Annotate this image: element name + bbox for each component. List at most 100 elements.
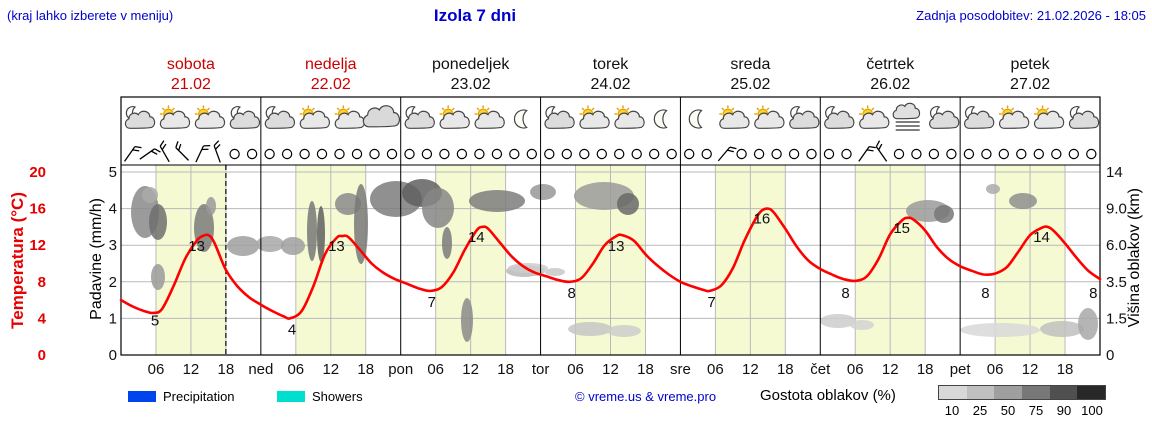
hour-tick-label: 12 (322, 361, 339, 378)
hour-tick-label: 12 (742, 361, 759, 378)
sun-cloud-icon (1033, 105, 1065, 129)
cloud-blob (568, 322, 612, 336)
calm-wind-icon (788, 148, 800, 160)
axis-tick-label: 4 (109, 201, 117, 218)
temperature-value-label: 14 (468, 229, 485, 246)
cloud-density-scale-value: 10 (944, 403, 960, 418)
cloud-blob (960, 323, 1040, 337)
cloud-blob (307, 201, 317, 261)
wind-symbols-row (124, 140, 1097, 163)
wind-barb-icon (858, 145, 876, 162)
temperature-curve (119, 207, 1102, 320)
sun-cloud-icon (194, 105, 226, 129)
sun-cloud-icon (439, 105, 470, 129)
cloud-cover-blobs (131, 179, 1098, 342)
cloud-blob (820, 314, 856, 328)
copyright-links[interactable]: © vreme.us & vreme.pro (575, 389, 717, 404)
calm-wind-icon (806, 148, 817, 160)
cloud-density-scale-value: 100 (1081, 403, 1103, 418)
calm-wind-icon (946, 148, 957, 160)
moon-cloud-icon (789, 106, 820, 129)
hour-tick-label: 12 (882, 361, 899, 378)
precipitation-legend-label: Precipitation (163, 389, 235, 404)
calm-wind-icon (771, 148, 782, 160)
hour-tick-label: 12 (602, 361, 619, 378)
cloud-density-scale-value: 75 (1028, 403, 1044, 418)
moon-cloud-icon (824, 106, 855, 129)
moon-cloud-icon (124, 106, 156, 129)
cloud-density-scale-value: 50 (1000, 403, 1016, 418)
day-date-label: 24.02 (590, 76, 630, 93)
sun-cloud-icon (614, 105, 645, 129)
cloud-blob (461, 298, 473, 342)
calm-wind-icon (736, 148, 747, 160)
calm-wind-icon (823, 148, 835, 160)
moon-cloud-icon (1068, 106, 1100, 129)
cloud-blob (934, 205, 954, 223)
sun-cloud-icon (754, 105, 785, 129)
day-name-label: torek (593, 56, 630, 73)
day-date-label: 26.02 (870, 76, 910, 93)
axis-tick-label: 9.0 (1106, 201, 1127, 218)
showers-legend-label: Showers (312, 389, 363, 404)
temperature-value-label: 13 (608, 238, 625, 255)
calm-wind-icon (544, 148, 555, 160)
calm-wind-icon (928, 148, 940, 160)
hour-tick-label: 06 (847, 361, 864, 378)
hour-tick-label: 06 (427, 361, 444, 378)
precipitation-ticks: 5 4 3 2 1 0 (109, 164, 117, 364)
day-date-label: 27.02 (1010, 76, 1050, 93)
x-axis-labels: 06 12 18 06 12 18 06 12 18 06 12 18 06 12 18 06 12 18 06 12… (148, 361, 1074, 378)
cloud-blob (227, 236, 259, 256)
temperature-value-label: 15 (893, 220, 910, 237)
temperature-value-label: 8 (568, 285, 576, 302)
cloud-blob (617, 193, 639, 215)
page-title: Izola 7 dni (433, 6, 517, 25)
axis-tick-label: 3.5 (1106, 274, 1127, 291)
calm-wind-icon (666, 148, 677, 160)
axis-tick-label: 0 (109, 347, 117, 364)
calm-wind-icon (631, 148, 642, 160)
cloud-blob (607, 325, 641, 337)
calm-wind-icon (753, 148, 765, 160)
hour-tick-label: 12 (183, 361, 200, 378)
cloud-density-swatch (939, 386, 967, 399)
cloud-blob (545, 268, 565, 276)
cloud-blob (530, 184, 556, 200)
wind-barb-icon (139, 148, 161, 160)
last-update-text: Zadnja posodobitev: 21.02.2026 - 18:05 (916, 8, 1146, 23)
axis-tick-label: 1.5 (1106, 310, 1127, 327)
wind-barb-icon (124, 145, 142, 162)
cloud-blob (850, 320, 874, 330)
moon-cloud-icon (544, 106, 575, 129)
cloud-icon (362, 105, 401, 128)
showers-swatch (277, 391, 305, 402)
hour-tick-label: 18 (637, 361, 654, 378)
axis-tick-label: 0 (38, 347, 46, 364)
calm-wind-icon (701, 148, 712, 160)
hour-tick-label: 06 (287, 361, 304, 378)
moon-icon (513, 109, 528, 129)
calm-wind-icon (981, 148, 992, 160)
hour-tick-label: 06 (707, 361, 724, 378)
axis-tick-label: 12 (29, 237, 46, 254)
calm-wind-icon (911, 148, 922, 160)
calm-wind-icon (351, 148, 363, 160)
day-headers: sobota 21.02 nedelja 22.02 ponedeljek 23.02 to… (167, 56, 1051, 93)
calm-wind-icon (281, 148, 293, 160)
sun-cloud-icon (719, 105, 750, 129)
cloud-density-scale-value: 25 (972, 403, 988, 418)
day-abbrev-label: čet (810, 361, 831, 378)
cloud-blob (354, 184, 368, 264)
chart-frame (120, 96, 1101, 356)
cloud-blob (151, 264, 165, 290)
cloud-density-scale-bar (938, 385, 1106, 400)
day-date-label: 21.02 (171, 76, 211, 93)
weather-icons-row (124, 102, 1100, 131)
temperature-value-label: 7 (707, 294, 715, 311)
cloud-blob (256, 236, 284, 252)
axis-tick-label: 16 (29, 201, 46, 218)
hour-tick-label: 12 (1022, 361, 1039, 378)
